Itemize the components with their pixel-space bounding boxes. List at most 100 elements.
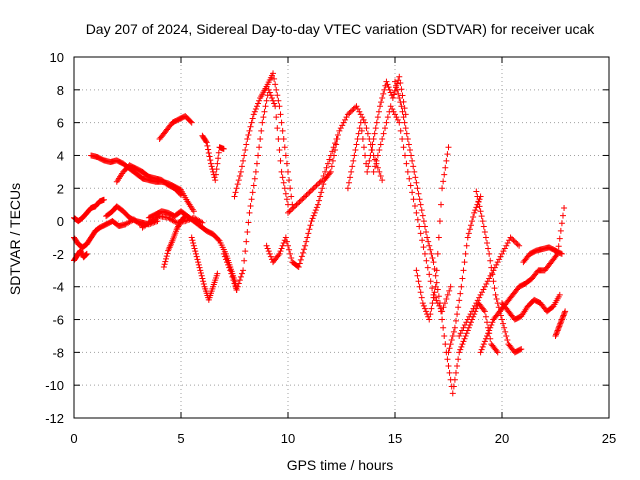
data-point xyxy=(281,144,288,151)
data-point xyxy=(330,144,337,151)
y-tick-label: 0 xyxy=(57,214,64,229)
data-point xyxy=(392,111,398,118)
data-point xyxy=(372,125,379,132)
data-point xyxy=(238,270,245,277)
data-point xyxy=(410,163,417,170)
data-point xyxy=(275,136,282,143)
data-point xyxy=(272,81,279,88)
data-point xyxy=(399,108,406,115)
data-point xyxy=(265,248,272,255)
data-point xyxy=(332,140,339,147)
data-point xyxy=(318,189,325,196)
data-point xyxy=(491,285,498,292)
data-point xyxy=(462,250,469,257)
data-point xyxy=(276,250,283,257)
data-point xyxy=(482,335,489,342)
data-point xyxy=(376,146,383,153)
data-point xyxy=(246,127,253,134)
data-point xyxy=(235,280,242,287)
data-point xyxy=(279,174,286,181)
data-point xyxy=(277,111,284,118)
data-point xyxy=(306,189,313,196)
data-point xyxy=(257,136,264,143)
data-point xyxy=(419,212,426,219)
data-point xyxy=(494,349,501,356)
data-point xyxy=(222,256,229,263)
data-point xyxy=(469,218,476,225)
data-point xyxy=(353,103,360,110)
data-point xyxy=(427,278,434,285)
data-point xyxy=(261,108,268,115)
data-point xyxy=(440,178,447,185)
data-point xyxy=(312,207,319,214)
data-point xyxy=(421,305,428,312)
data-point xyxy=(559,212,566,219)
data-point xyxy=(387,103,394,110)
data-point xyxy=(428,250,435,257)
data-point xyxy=(489,271,496,278)
data-point xyxy=(456,297,463,304)
data-point xyxy=(306,226,313,233)
data-point xyxy=(409,189,416,196)
data-point xyxy=(403,160,410,167)
data-point xyxy=(198,272,205,279)
data-point xyxy=(289,205,296,212)
data-point xyxy=(215,155,222,162)
data-point xyxy=(419,300,426,307)
data-point xyxy=(266,250,273,257)
data-series-pass-17 xyxy=(344,73,409,192)
data-series-pass-03 xyxy=(71,247,90,264)
data-point xyxy=(252,105,259,112)
data-point xyxy=(465,230,472,237)
y-axis-label: SDTVAR / TECUs xyxy=(7,183,23,295)
data-point xyxy=(160,264,167,271)
data-point xyxy=(347,108,354,115)
data-point xyxy=(286,208,293,215)
data-point xyxy=(466,226,473,233)
chart-title: Day 207 of 2024, Sidereal Day-to-day VTE… xyxy=(86,21,596,37)
data-point xyxy=(100,196,107,203)
data-point xyxy=(241,152,248,159)
data-point xyxy=(433,267,440,274)
data-point xyxy=(276,103,283,110)
data-point xyxy=(352,146,359,153)
data-point xyxy=(456,349,463,356)
data-point xyxy=(251,175,258,182)
data-point xyxy=(248,119,255,126)
data-point xyxy=(355,130,362,137)
data-point xyxy=(344,185,351,192)
data-point xyxy=(314,181,321,188)
data-point xyxy=(407,182,414,189)
data-series-pass-25 xyxy=(499,291,563,323)
data-point xyxy=(238,163,245,170)
data-point xyxy=(459,275,466,282)
data-point xyxy=(348,168,355,175)
data-point xyxy=(357,111,364,118)
data-point xyxy=(499,250,505,257)
data-point xyxy=(234,283,241,290)
data-point xyxy=(430,294,437,301)
data-point xyxy=(482,234,489,241)
data-point xyxy=(481,308,488,315)
data-point xyxy=(470,305,477,312)
data-series-pass-23 xyxy=(473,188,525,356)
data-point xyxy=(360,144,367,151)
data-point xyxy=(225,261,232,268)
data-point xyxy=(215,149,222,156)
data-point xyxy=(493,296,500,303)
data-point xyxy=(235,177,242,184)
data-point xyxy=(316,179,323,186)
data-series-pass-21 xyxy=(445,193,484,356)
data-point xyxy=(190,239,197,246)
data-point xyxy=(516,242,523,249)
data-point xyxy=(471,209,478,216)
data-point xyxy=(309,215,316,222)
data-point xyxy=(555,326,562,333)
data-point xyxy=(451,376,458,383)
data-point xyxy=(398,103,405,110)
data-point xyxy=(514,241,521,248)
data-point xyxy=(215,236,222,243)
data-point xyxy=(445,144,452,151)
data-point xyxy=(507,234,514,241)
data-point xyxy=(493,347,500,354)
